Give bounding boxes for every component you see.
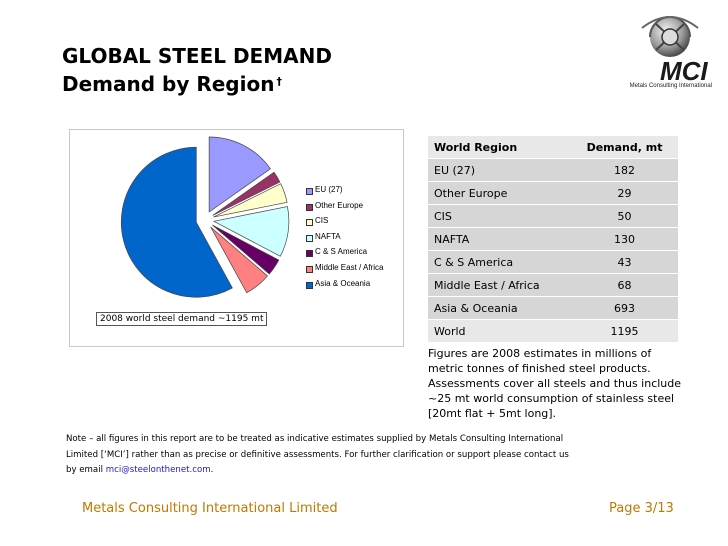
pie-slice (208, 136, 271, 213)
table-row: Middle East / Africa 68 (428, 273, 678, 297)
legend-swatch (306, 219, 313, 227)
legend-swatch (306, 234, 313, 242)
title-line-2: Demand by Region † (62, 70, 332, 98)
title-line-1: GLOBAL STEEL DEMAND (62, 44, 332, 68)
region-cell: C & S America (428, 250, 572, 274)
pie-chart-frame: EU (27) Other Europe CIS NAFTA C & S America… (69, 129, 404, 347)
table-header-row: World Region Demand, mt (428, 136, 678, 159)
footer-page-number: Page 3/13 (609, 501, 674, 516)
table-row: Asia & Oceania 693 (428, 296, 678, 320)
pie-slice (212, 224, 280, 275)
legend-label: CIS (315, 216, 329, 226)
demand-cell: 130 (571, 227, 678, 251)
dagger-mark: † (276, 75, 282, 88)
table-row: NAFTA 130 (428, 227, 678, 251)
title-line-2-text: Demand by Region (62, 72, 275, 96)
pie-chart (120, 136, 290, 298)
table-row: Other Europe 29 (428, 181, 678, 205)
table-row: CIS 50 (428, 204, 678, 228)
pie-slice (213, 183, 288, 218)
legend-swatch (306, 281, 313, 289)
legend-swatch (306, 250, 313, 258)
logo-wordmark: MCI (660, 56, 708, 86)
legend-label: Other Europe (315, 200, 364, 210)
total-demand-cell: 1195 (571, 319, 678, 343)
figures-note: Figures are 2008 estimates in millions o… (428, 347, 682, 420)
region-cell: Asia & Oceania (428, 296, 572, 320)
region-cell: EU (27) (428, 158, 572, 182)
legend-swatch (306, 203, 313, 211)
region-cell: Middle East / Africa (428, 273, 572, 297)
header-region: World Region (428, 136, 572, 159)
table-body: EU (27) 182 Other Europe 29 CIS 50 NAFTA 130 C &… (428, 158, 678, 343)
logo-subtitle: Metals Consulting International (629, 83, 712, 89)
globe-gear-icon: MCI (641, 16, 708, 86)
mci-logo: MCI Metals Consulting International (612, 10, 712, 100)
table-row: EU (27) 182 (428, 158, 678, 182)
chart-title: 2008 world steel demand ~1195 mt (96, 312, 268, 326)
legend-label: EU (27) (315, 185, 343, 194)
disclaimer-line-1: Note – all figures in this report are to… (66, 434, 564, 444)
demand-table: World Region Demand, mt EU (27) 182 Other … (428, 136, 678, 343)
disclaimer-prefix: by email (66, 465, 106, 475)
demand-cell: 68 (571, 273, 678, 297)
legend-label: C & S America (315, 247, 368, 257)
pie-slice (210, 226, 268, 294)
footer-company: Metals Consulting International Limited (82, 501, 338, 516)
region-cell: Other Europe (428, 181, 572, 205)
legend-label: Middle East / Africa (315, 262, 384, 272)
total-region-cell: World (428, 319, 572, 343)
disclaimer: Note – all figures in this report are to… (66, 432, 666, 479)
disclaimer-line-2: Limited [‘MCI’] rather than as precise o… (66, 449, 569, 460)
header-demand: Demand, mt (571, 136, 678, 159)
pie-slice (212, 171, 281, 216)
table-row: C & S America 43 (428, 250, 678, 274)
pie-slice (120, 146, 233, 298)
pie-slice (212, 206, 290, 257)
slide-title: GLOBAL STEEL DEMAND Demand by Region † (62, 42, 332, 98)
demand-cell: 693 (571, 296, 678, 320)
disclaimer-line-3: by email mci@steelonthenet.com. (66, 463, 666, 479)
demand-cell: 50 (571, 204, 678, 228)
email-link[interactable]: mci@steelonthenet.com (105, 465, 211, 475)
demand-cell: 182 (571, 158, 678, 182)
region-cell: CIS (428, 204, 572, 228)
demand-cell: 29 (571, 181, 678, 205)
legend-label: NAFTA (315, 231, 341, 241)
legend-swatch (306, 188, 313, 195)
legend-label: Asia & Oceania (315, 278, 371, 288)
legend-swatch (306, 265, 313, 273)
region-cell: NAFTA (428, 227, 572, 251)
demand-cell: 43 (571, 250, 678, 274)
disclaimer-suffix: . (210, 465, 214, 475)
table-total-row: World 1195 (428, 319, 678, 343)
